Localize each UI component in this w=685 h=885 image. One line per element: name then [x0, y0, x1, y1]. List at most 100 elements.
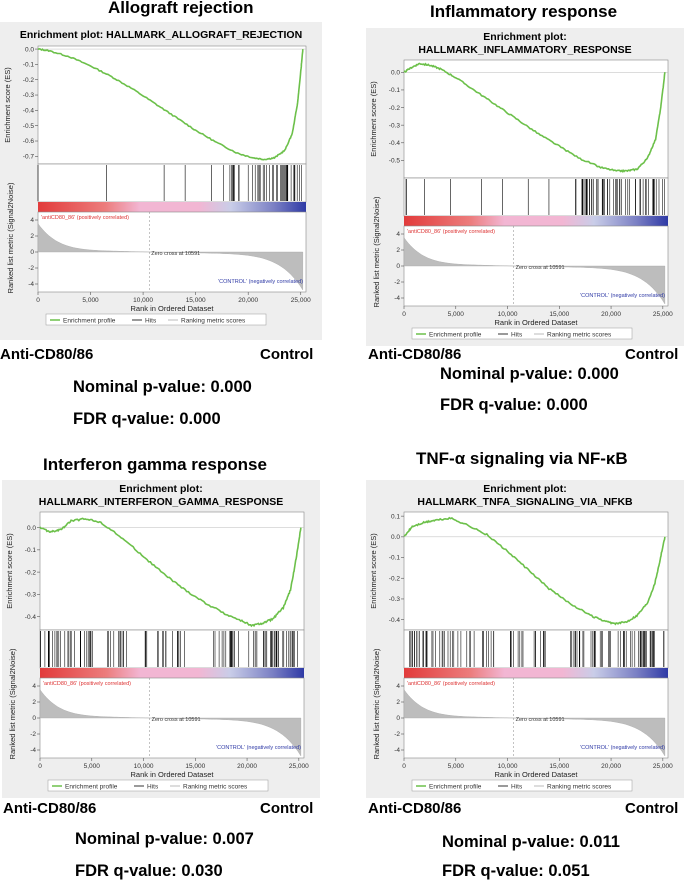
positive-correlation-label: 'antiCD80_86' (positively correlated)	[43, 681, 131, 687]
y-tick-label: -0.2	[389, 575, 401, 582]
x-tick-label: 0	[402, 311, 406, 318]
y-tick-label: -0.4	[25, 614, 37, 621]
y-tick-label: -0.7	[23, 154, 35, 161]
y-tick-label: -0.4	[23, 108, 35, 115]
x-tick-label: 15,000	[549, 763, 569, 770]
y-tick-label: -0.5	[389, 158, 401, 165]
legend-entry: Ranking metric scores	[547, 784, 612, 791]
positive-correlation-label: 'antiCD80_86' (positively correlated)	[41, 215, 129, 221]
x-axis-label: Rank in Ordered Dataset	[495, 770, 579, 779]
rank-tick-label: 0	[32, 715, 36, 722]
gsea-plot: Enrichment plot: HALLMARK_ALLOGRAFT_REJE…	[0, 22, 322, 340]
left-group-label: Anti-CD80/86	[3, 800, 97, 817]
negative-correlation-label: 'CONTROL' (negatively correlated)	[580, 293, 665, 299]
y-tick-label: -0.4	[389, 140, 401, 147]
rank-tick-label: 4	[32, 683, 36, 690]
nominal-p-value: Nominal p-value: 0.007	[75, 830, 254, 848]
y-tick-label: -0.5	[23, 123, 35, 130]
nominal-p-value: Nominal p-value: 0.011	[442, 833, 620, 851]
hits-area	[403, 629, 669, 669]
x-tick-label: 15,000	[185, 763, 205, 770]
y-tick-label: -0.2	[389, 105, 401, 112]
fdr-q-value: FDR q-value: 0.030	[75, 862, 223, 880]
y-tick-label: -0.2	[23, 77, 35, 84]
left-group-label: Anti-CD80/86	[0, 346, 94, 363]
plot-title: HALLMARK_TNFA_SIGNALING_VIA_NFKB	[417, 496, 633, 508]
x-tick-label: 25,000	[291, 297, 311, 304]
fdr-q-value: FDR q-value: 0.000	[73, 410, 221, 428]
x-tick-label: 20,000	[601, 763, 621, 770]
hit-lines	[405, 179, 665, 215]
panel-heading: Interferon gamma response	[43, 455, 267, 474]
ranking-metric-scores	[403, 236, 666, 305]
y-tick-label: -0.3	[389, 596, 401, 603]
y-tick-label: 0.0	[391, 534, 400, 541]
x-axis-label: Rank in Ordered Dataset	[131, 770, 215, 779]
positive-correlation-label: 'antiCD80_86' (positively correlated)	[407, 681, 495, 687]
rank-axis-label: Ranked list metric (Signal2Noise)	[372, 648, 381, 759]
zero-cross-label: Zero cross at 10591	[151, 251, 200, 257]
y-tick-label: -0.2	[25, 569, 37, 576]
rank-tick-label: 0	[396, 715, 400, 722]
nominal-p-value: Nominal p-value: 0.000	[440, 365, 619, 383]
es-plot-area	[39, 511, 305, 631]
rank-tick-label: 0	[30, 249, 34, 256]
zero-cross-label: Zero cross at 10591	[516, 265, 565, 271]
correlation-heat-bar	[404, 668, 668, 678]
x-tick-label: 20,000	[237, 763, 257, 770]
x-axis-label: Rank in Ordered Dataset	[495, 318, 579, 327]
legend-entry: Hits	[145, 318, 157, 325]
rank-tick-label: -2	[28, 265, 34, 272]
x-tick-label: 10,000	[498, 763, 518, 770]
y-tick-label: 0.0	[27, 525, 36, 532]
y-tick-label: -0.3	[389, 122, 401, 129]
hit-lines	[409, 631, 665, 667]
x-tick-label: 5,000	[84, 763, 101, 770]
x-tick-label: 0	[36, 297, 40, 304]
gsea-plot: Enrichment plot:HALLMARK_TNFA_SIGNALING_…	[366, 480, 684, 798]
enrichment-profile-line	[403, 62, 666, 173]
legend-entry: Ranking metric scores	[181, 318, 246, 325]
legend-box	[45, 313, 267, 326]
legend-box	[411, 327, 633, 340]
nominal-p-value: Nominal p-value: 0.000	[73, 378, 252, 396]
x-tick-label: 10,000	[134, 763, 154, 770]
plot-title: Enrichment plot: HALLMARK_ALLOGRAFT_REJE…	[20, 29, 302, 41]
rank-tick-label: 2	[396, 247, 400, 254]
zero-cross-label: Zero cross at 10591	[152, 717, 201, 723]
y-tick-label: 0.1	[391, 513, 400, 520]
x-tick-label: 25,000	[653, 311, 673, 318]
correlation-heat-bar	[404, 216, 668, 226]
right-group-label: Control	[260, 800, 314, 817]
rank-tick-label: -2	[30, 731, 36, 738]
rank-axis-label: Ranked list metric (Signal2Noise)	[8, 648, 17, 759]
ranking-metric-scores	[37, 222, 304, 291]
right-group-label: Control	[625, 800, 679, 817]
legend-entry: Enrichment profile	[65, 784, 118, 791]
x-tick-label: 15,000	[549, 311, 569, 318]
legend-entry: Hits	[511, 332, 523, 339]
hits-area	[403, 177, 669, 217]
x-tick-label: 20,000	[601, 311, 621, 318]
rank-tick-label: -4	[30, 747, 36, 754]
legend-entry: Enrichment profile	[63, 318, 116, 325]
x-tick-label: 10,000	[498, 311, 518, 318]
panel-heading: TNF-α signaling via NF-κB	[416, 449, 628, 468]
plot-title: Enrichment plot:	[483, 483, 566, 495]
enrichment-profile-line	[403, 516, 666, 626]
rank-tick-label: 4	[396, 683, 400, 690]
ranking-metric-scores	[403, 688, 666, 757]
x-tick-label: 25,000	[653, 763, 673, 770]
legend-box	[411, 779, 633, 792]
legend-entry: Enrichment profile	[429, 332, 482, 339]
es-plot-area	[403, 511, 669, 631]
rank-tick-label: 4	[30, 217, 34, 224]
legend-box	[47, 779, 269, 792]
y-tick-label: -0.1	[389, 87, 401, 94]
positive-correlation-label: 'antiCD80_86' (positively correlated)	[407, 229, 495, 235]
panel-heading: Allograft rejection	[108, 0, 254, 17]
es-axis-label: Enrichment score (ES)	[369, 81, 378, 157]
correlation-heat-bar	[40, 668, 304, 678]
legend-entry: Enrichment profile	[429, 784, 482, 791]
rank-tick-label: -4	[394, 295, 400, 302]
